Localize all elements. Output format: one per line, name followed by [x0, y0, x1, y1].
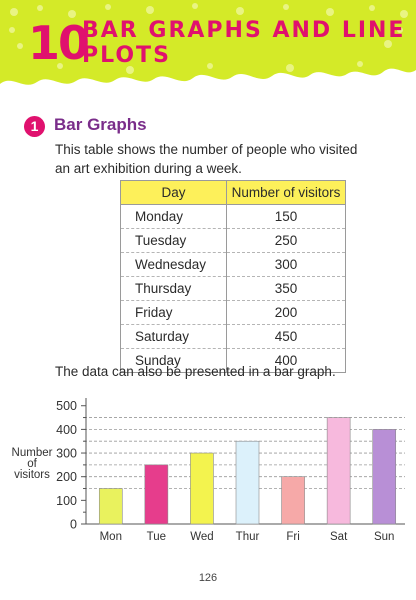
bar-fri [281, 476, 305, 525]
chapter-number: 10 [28, 16, 90, 70]
bar-sat [326, 417, 351, 525]
table-row: Saturday 450 [120, 324, 346, 349]
x-tick-label: Tue [147, 531, 166, 543]
x-tick-label: Wed [190, 531, 213, 543]
visitors-cell: 450 [226, 324, 346, 349]
y-tick-label: 300 [56, 447, 77, 461]
bar-thur [235, 440, 260, 525]
visitors-cell: 300 [226, 252, 346, 277]
x-tick-label: Sun [374, 531, 394, 543]
table-row: Wednesday 300 [120, 252, 346, 277]
section-number-badge: 1 [24, 116, 45, 137]
day-cell: Thursday [120, 276, 227, 301]
table-header-row: Day Number of visitors [120, 180, 346, 205]
y-tick-label: 200 [56, 470, 77, 484]
page-number: 126 [198, 572, 218, 584]
chapter-title: BAR GRAPHS AND LINE PLOTS [82, 18, 406, 68]
table-row: Tuesday 250 [120, 228, 346, 253]
visitors-cell: 350 [226, 276, 346, 301]
column-header-day: Day [120, 180, 227, 205]
visitors-cell: 200 [226, 300, 346, 325]
x-tick-label: Thur [236, 531, 260, 543]
intro-paragraph: This table shows the number of people wh… [55, 142, 358, 176]
day-cell: Sunday [120, 348, 227, 373]
chapter-banner [0, 0, 416, 85]
bar-mon [98, 488, 123, 525]
y-tick-label: 500 [56, 399, 77, 413]
table-row: Sunday 400 [120, 348, 346, 373]
x-tick-label: Fri [286, 531, 299, 543]
visitors-cell: 400 [226, 348, 346, 373]
bar-graph-caption: The data can also be presented in a bar … [55, 364, 336, 379]
column-header-visitors: Number of visitors [226, 180, 346, 205]
day-cell: Friday [120, 300, 227, 325]
day-cell: Tuesday [120, 228, 227, 253]
visitors-cell: 250 [226, 228, 346, 253]
day-cell: Monday [120, 204, 227, 229]
y-axis-label: Number of visitors [12, 447, 53, 481]
y-tick-label: 400 [56, 423, 77, 437]
visitors-cell: 150 [226, 204, 346, 229]
day-cell: Wednesday [120, 252, 227, 277]
visitors-table: Day Number of visitors Monday 150 Tuesday… [120, 180, 346, 373]
table-row: Thursday 350 [120, 276, 346, 301]
table-row: Monday 150 [120, 204, 346, 229]
bar-wed [190, 452, 214, 525]
x-tick-label: Mon [100, 531, 122, 543]
bar-tue [144, 464, 169, 525]
day-cell: Saturday [120, 324, 227, 349]
section-title: Bar Graphs [54, 115, 147, 134]
x-tick-label: Sat [330, 531, 348, 543]
table-row: Friday 200 [120, 300, 346, 325]
bar-sun [372, 429, 397, 525]
visitors-bar-chart: 0 100 200 300 400 500 Number of visitors Mon Tue We… [12, 398, 405, 543]
y-tick-label: 100 [56, 494, 77, 508]
y-tick-label: 0 [70, 518, 77, 532]
